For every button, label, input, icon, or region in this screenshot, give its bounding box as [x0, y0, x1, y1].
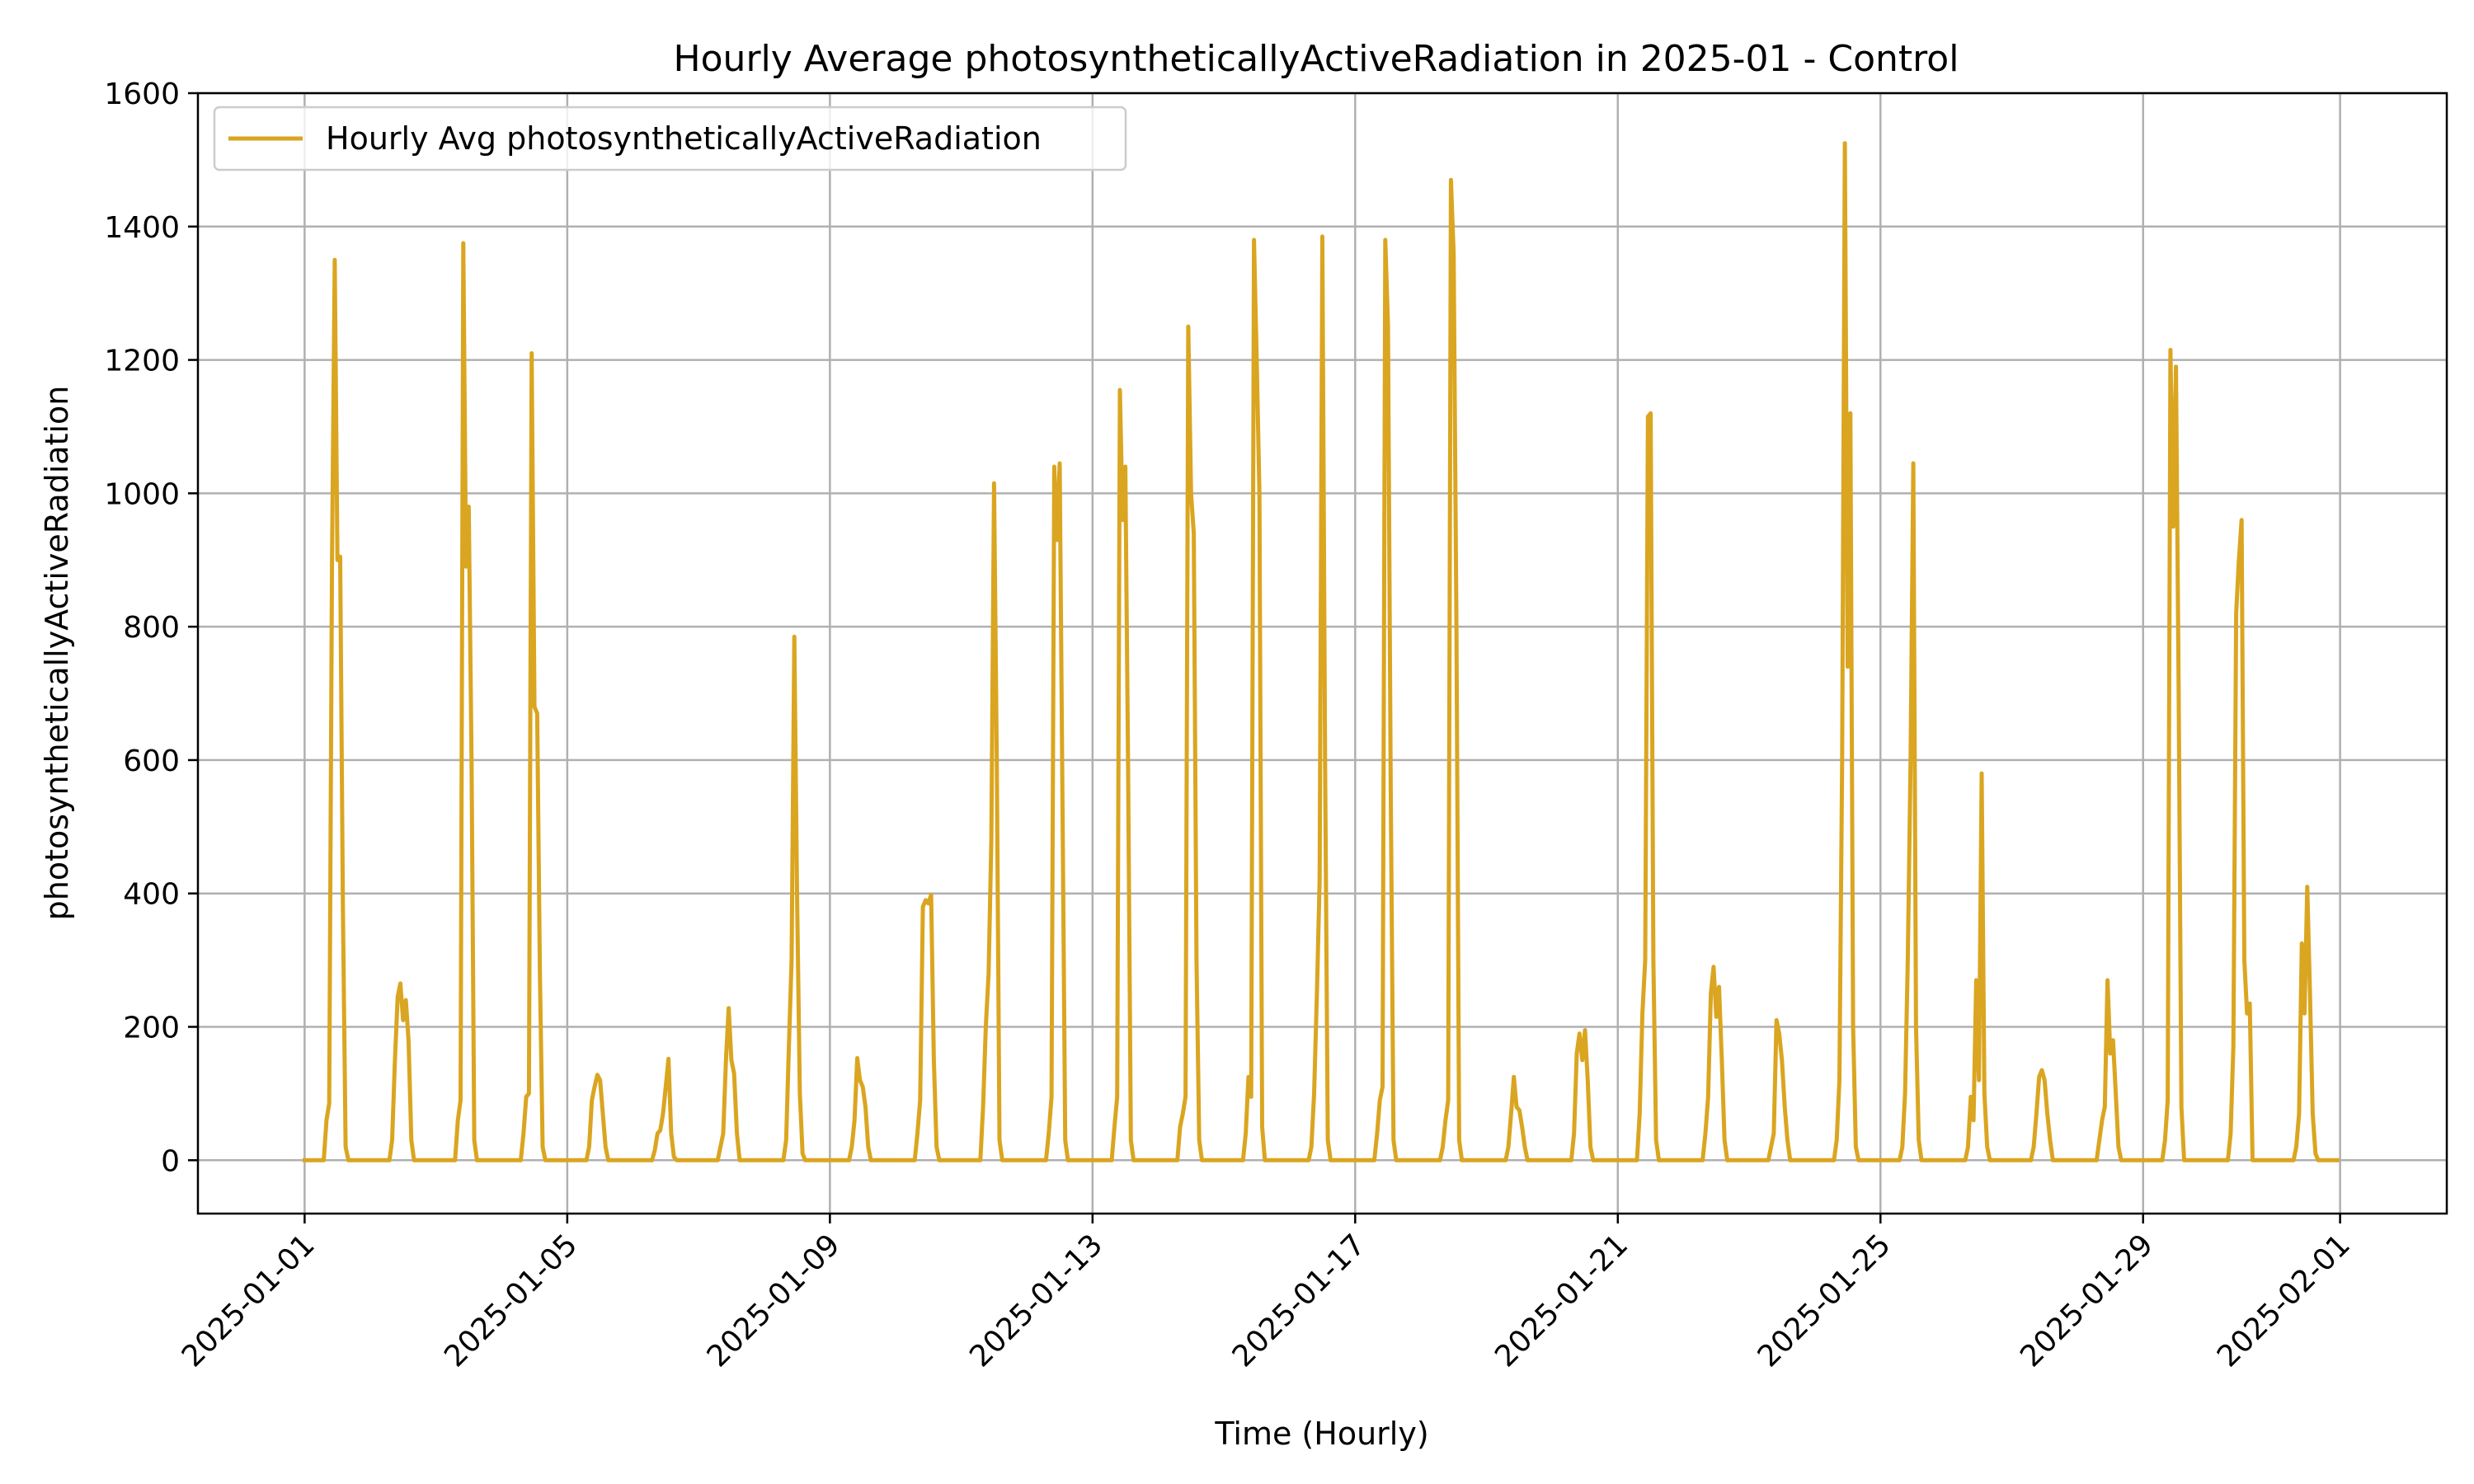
series-line — [302, 141, 2340, 1162]
y-tick-label: 1000 — [104, 477, 180, 511]
y-tick-label: 0 — [161, 1144, 180, 1178]
y-axis-label: photosyntheticallyActiveRadiation — [39, 386, 75, 921]
series-layer — [302, 141, 2340, 1162]
plot-frame — [196, 92, 2448, 1215]
y-axis: 0 200 400 600 800 1000 1200 1400 1600 — [104, 77, 198, 1178]
y-tick-label: 200 — [123, 1012, 180, 1045]
y-tick-label: 400 — [123, 878, 180, 912]
y-tick-label: 600 — [123, 744, 180, 778]
chart-title: Hourly Average photosyntheticallyActiveR… — [674, 38, 1959, 80]
legend-box — [213, 106, 1127, 171]
y-tick-label: 1200 — [104, 345, 180, 378]
y-tick-label: 1600 — [104, 77, 180, 111]
y-tick-label: 800 — [123, 611, 180, 645]
legend: Hourly Avg photosyntheticallyActiveRadia… — [213, 106, 1127, 171]
legend-label: Hourly Avg photosyntheticallyActiveRadia… — [326, 120, 1042, 157]
x-axis-label: Time (Hourly) — [1214, 1416, 1428, 1452]
y-tick-label: 1400 — [104, 211, 180, 245]
